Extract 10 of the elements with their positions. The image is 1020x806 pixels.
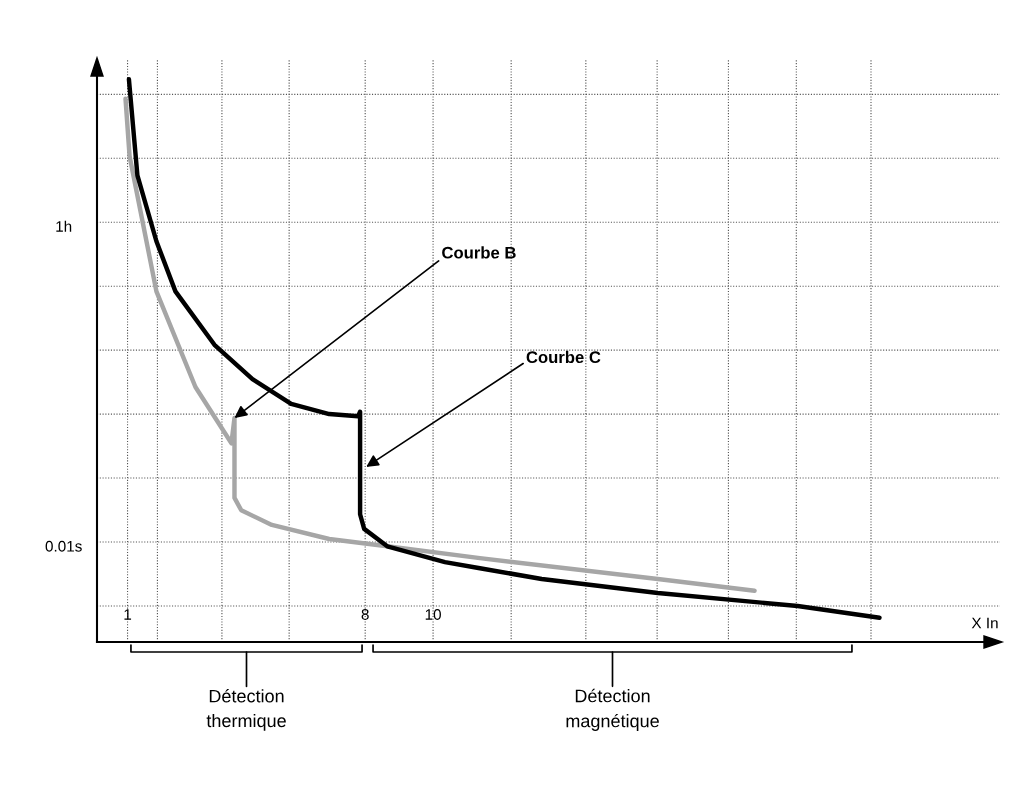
annotation: Courbe C <box>526 350 601 364</box>
text: 1h <box>56 220 72 232</box>
annotation: Courbe B <box>442 246 516 259</box>
x-tick-label: 8 <box>361 609 369 620</box>
text: 0.01s <box>45 540 82 552</box>
x-tick-label: 10 <box>425 609 441 620</box>
text: Détection magnétique <box>566 688 659 731</box>
x-tick-label: 1 <box>124 609 132 620</box>
x-axis-title: X In <box>971 617 998 629</box>
text: Détection thermique <box>206 689 286 731</box>
